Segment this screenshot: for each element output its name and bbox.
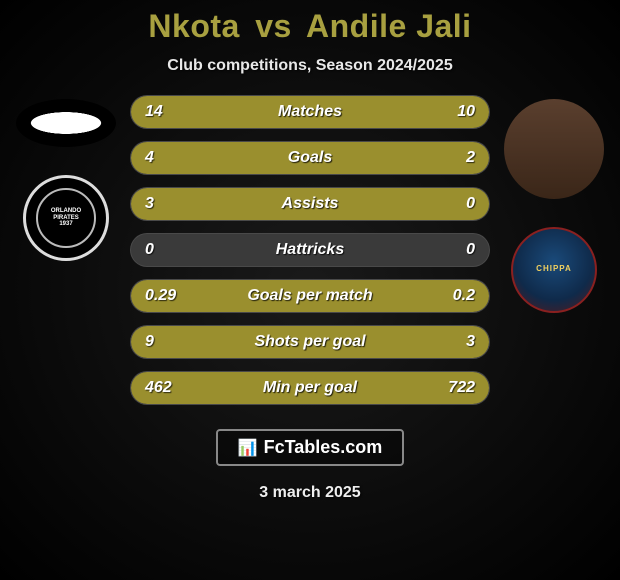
footer-logo[interactable]: 📊 FcTables.com	[216, 429, 405, 466]
player1-name: Nkota	[148, 8, 239, 44]
player1-club-logo: ORLANDO PIRATES 1937	[23, 175, 109, 261]
stat-label: Shots per goal	[131, 333, 489, 351]
date: 3 march 2025	[259, 484, 360, 502]
footer-site: FcTables.com	[264, 437, 383, 458]
left-side: ORLANDO PIRATES 1937	[6, 95, 126, 405]
comparison-card: Nkota vs Andile Jali Club competitions, …	[0, 0, 620, 580]
stat-row: 00Hattricks	[130, 233, 490, 267]
stat-row: 93Shots per goal	[130, 325, 490, 359]
club-name-top: ORLANDO	[51, 208, 81, 215]
title: Nkota vs Andile Jali	[148, 8, 471, 45]
stat-label: Assists	[131, 195, 489, 213]
stat-label: Matches	[131, 103, 489, 121]
club-name-bottom: PIRATES	[53, 215, 79, 222]
right-side: CHIPPA	[494, 95, 614, 405]
club-arc: CHIPPA	[536, 264, 572, 273]
club-logo-inner: ORLANDO PIRATES 1937	[36, 188, 96, 248]
stat-row: 1410Matches	[130, 95, 490, 129]
stat-label: Goals	[131, 149, 489, 167]
stat-label: Hattricks	[131, 241, 489, 259]
subtitle: Club competitions, Season 2024/2025	[167, 57, 452, 75]
player1-avatar	[16, 99, 116, 147]
stat-row: 0.290.2Goals per match	[130, 279, 490, 313]
player2-club-logo: CHIPPA	[511, 227, 597, 313]
stats-column: 1410Matches 42Goals 30Assists 00Hattricks 0.…	[126, 95, 494, 405]
club-year: 1937	[59, 221, 72, 228]
stat-row: 30Assists	[130, 187, 490, 221]
chart-icon: 📊	[238, 438, 258, 458]
stat-row: 42Goals	[130, 141, 490, 175]
main-area: ORLANDO PIRATES 1937 1410Matches 42Goals 3…	[0, 95, 620, 405]
player2-name: Andile Jali	[306, 8, 472, 44]
vs-label: vs	[255, 8, 292, 44]
player2-avatar	[504, 99, 604, 199]
stat-row: 462722Min per goal	[130, 371, 490, 405]
stat-label: Min per goal	[131, 379, 489, 397]
stat-label: Goals per match	[131, 287, 489, 305]
